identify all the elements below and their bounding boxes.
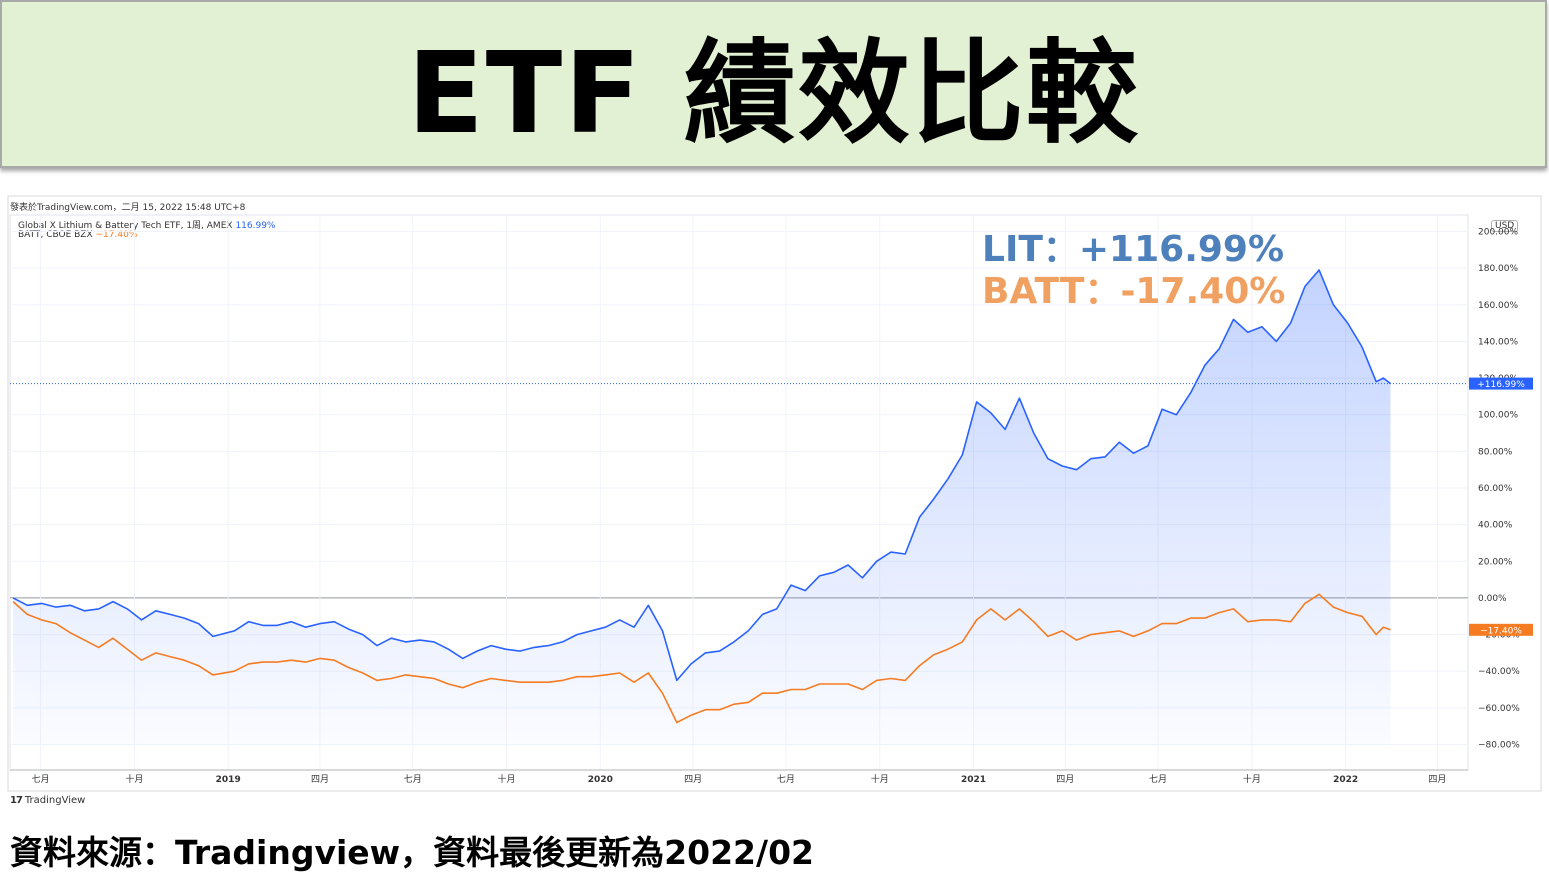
publish-info: 發表於TradingView.com，二月 15, 2022 15:48 UTC… xyxy=(10,203,246,213)
tradingview-chart: 發表於TradingView.com，二月 15, 2022 15:48 UTC… xyxy=(8,196,1541,811)
annotation-batt: BATT：-17.40% xyxy=(982,271,1286,312)
source-note: 資料來源：Tradingview，資料最後更新為2022/02 xyxy=(10,833,814,872)
legend-label: BATT, CBOE BZX xyxy=(18,230,93,240)
page-title: ETF 績效比較 xyxy=(407,29,1140,159)
annotation-lit: LIT：+116.99% xyxy=(982,229,1285,270)
title-banner: ETF 績效比較 xyxy=(0,0,1547,168)
tradingview-logo-text: TradingView xyxy=(24,795,86,806)
legend-value: −17.40% xyxy=(95,230,138,240)
tradingview-logo-icon: 17 xyxy=(10,795,23,806)
legend-item-batt: BATT, CBOE BZX −17.40% xyxy=(18,230,137,240)
legend-value: 116.99% xyxy=(235,221,276,231)
currency-button[interactable]: USD xyxy=(1491,220,1519,232)
tradingview-logo: 17 TradingView xyxy=(10,795,85,806)
